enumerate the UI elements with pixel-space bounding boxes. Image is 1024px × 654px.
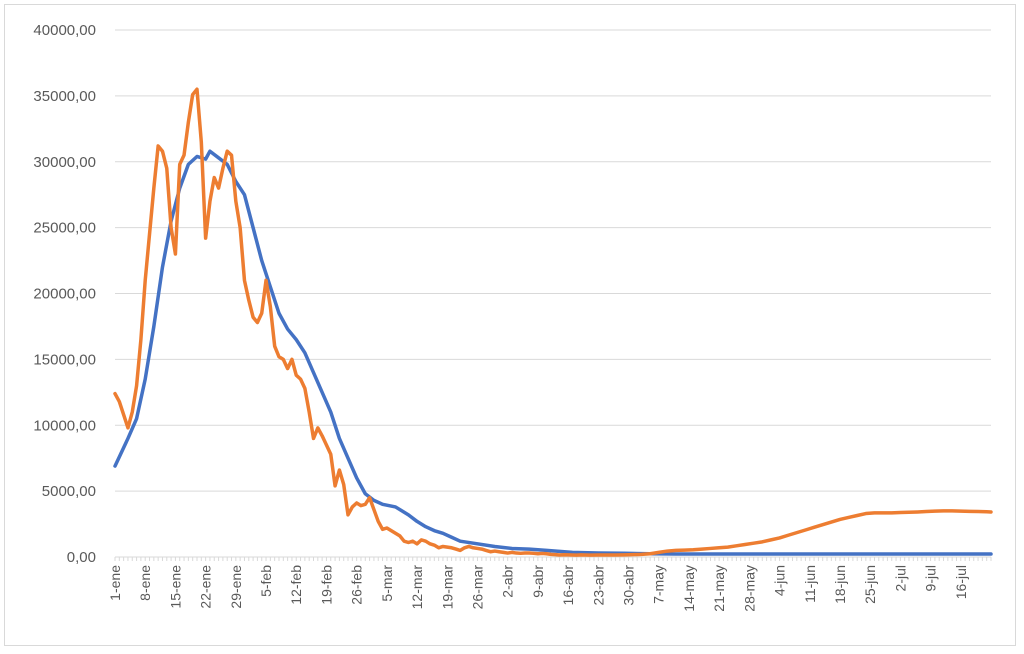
- series-lines: [113, 87, 993, 557]
- x-tick-label: 4-jun: [772, 565, 788, 596]
- y-axis-ticks: 0,00 5000,00 10000,00 15000,00 20000,00 25000…: [33, 22, 96, 566]
- x-tick-label: 28-may: [741, 565, 757, 612]
- x-tick-label: 26-mar: [469, 565, 485, 610]
- x-tick-label: 16-abr: [560, 565, 576, 606]
- x-tick-label: 1-ene: [107, 565, 123, 601]
- x-tick-label: 9-abr: [530, 565, 546, 598]
- chart-frame: [4, 4, 1016, 646]
- y-tick-label: 20000,00: [33, 286, 96, 303]
- x-tick-label: 15-ene: [167, 565, 183, 609]
- x-tick-label: 2-abr: [500, 565, 516, 598]
- x-tick-label: 22-ene: [198, 565, 214, 609]
- x-tick-label: 8-ene: [137, 565, 153, 601]
- y-tick-label: 0,00: [67, 549, 96, 566]
- x-tick-label: 11-jun: [802, 565, 818, 603]
- y-tick-label: 25000,00: [33, 220, 96, 237]
- x-tick-label: 16-jul: [953, 565, 969, 599]
- x-tick-label: 30-abr: [621, 565, 637, 606]
- x-tick-label: 18-jun: [832, 565, 848, 604]
- x-tick-label: 26-feb: [349, 565, 365, 605]
- x-tick-label: 29-ene: [228, 565, 244, 609]
- x-tick-label: 25-jun: [862, 565, 878, 604]
- series-line-1: [113, 149, 993, 556]
- x-tick-label: 14-may: [681, 565, 697, 612]
- gridlines: [115, 29, 991, 492]
- x-tick-label: 21-may: [711, 565, 727, 612]
- x-tick-label: 23-abr: [590, 565, 606, 606]
- x-tick-label: 5-mar: [379, 565, 395, 602]
- x-tick-label: 12-mar: [409, 565, 425, 610]
- y-tick-label: 40000,00: [33, 22, 96, 39]
- x-tick-label: 19-mar: [439, 565, 455, 610]
- x-tick-label: 7-may: [651, 565, 667, 604]
- y-tick-label: 30000,00: [33, 154, 96, 171]
- x-tick-label: 12-feb: [288, 565, 304, 605]
- x-tick-label: 9-jul: [923, 565, 939, 591]
- x-tick-label: 5-feb: [258, 565, 274, 597]
- x-tick-label: 2-jul: [892, 565, 908, 591]
- y-tick-label: 15000,00: [33, 351, 96, 368]
- x-tick-label: 19-feb: [318, 565, 334, 605]
- y-tick-label: 10000,00: [33, 417, 96, 434]
- x-axis: 1-ene 8-ene 15-ene 22-ene 29-ene 5-feb 12-feb 1…: [107, 556, 992, 612]
- series-line-2: [113, 87, 993, 557]
- y-tick-label: 5000,00: [42, 483, 96, 500]
- y-tick-label: 35000,00: [33, 88, 96, 105]
